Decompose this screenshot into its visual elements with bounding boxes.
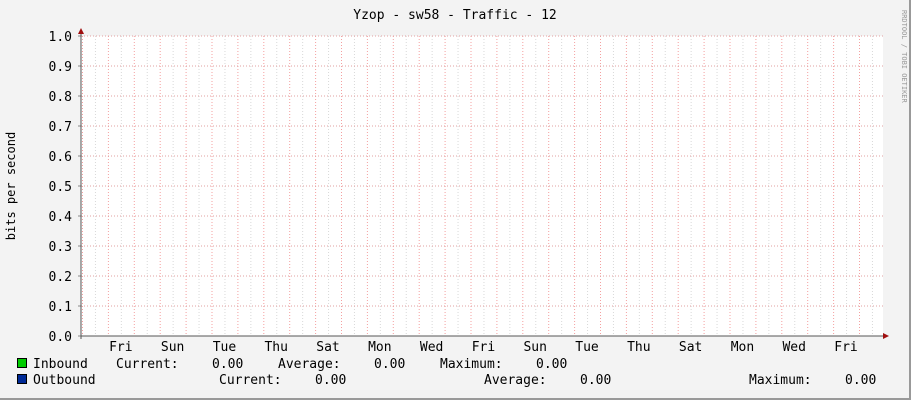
legend-swatch-outbound: [17, 374, 27, 384]
x-tick-label: Wed: [782, 340, 805, 355]
y-tick-label: 0.4: [49, 210, 73, 225]
x-tick-label: Mon: [731, 340, 754, 355]
y-tick-label: 0.1: [49, 300, 72, 315]
legend-maximum-value: 0.00: [536, 357, 567, 372]
x-tick-label: Tue: [575, 340, 599, 355]
legend-average-value: 0.00: [374, 357, 405, 372]
y-tick-label: 1.0: [49, 30, 72, 45]
legend-current-value: 0.00: [212, 357, 243, 372]
legend-current-label: Current:: [116, 357, 179, 372]
x-axis-arrow-icon: [883, 333, 889, 339]
y-tick-label: 0.7: [49, 120, 72, 135]
x-tick-label: Tue: [213, 340, 237, 355]
x-tick-label: Fri: [834, 340, 857, 355]
y-tick-label: 0.3: [49, 240, 72, 255]
legend-current-value: 0.00: [315, 373, 346, 388]
x-tick-label: Sat: [679, 340, 702, 355]
x-tick-label: Thu: [264, 340, 287, 355]
y-tick-label: 0.2: [49, 270, 72, 285]
x-tick-label: Sun: [161, 340, 184, 355]
legend-maximum-label: Maximum:: [749, 373, 812, 388]
y-tick-label: 0.8: [49, 90, 72, 105]
legend-maximum-value: 0.00: [845, 373, 876, 388]
y-tick-label: 0.0: [49, 330, 72, 345]
y-tick-label: 0.6: [49, 150, 72, 165]
y-axis-arrow-icon: [78, 28, 84, 34]
legend-series-name: Inbound: [33, 357, 88, 372]
legend-average-value: 0.00: [580, 373, 611, 388]
legend-swatch-inbound: [17, 358, 27, 368]
x-tick-label: Sun: [523, 340, 546, 355]
x-tick-label: Mon: [368, 340, 391, 355]
legend-current-label: Current:: [219, 373, 282, 388]
plot-area: [81, 36, 883, 336]
legend-series-name: Outbound: [33, 373, 96, 388]
y-tick-label: 0.5: [49, 180, 72, 195]
legend-average-label: Average:: [278, 357, 341, 372]
x-tick-label: Sat: [316, 340, 339, 355]
x-tick-label: Fri: [109, 340, 132, 355]
legend-maximum-label: Maximum:: [440, 357, 503, 372]
x-tick-label: Fri: [472, 340, 495, 355]
y-axis-label: bits per second: [4, 132, 18, 240]
legend-average-label: Average:: [484, 373, 547, 388]
x-tick-label: Thu: [627, 340, 650, 355]
x-tick-label: Wed: [420, 340, 443, 355]
watermark: RRDTOOL / TOBI OETIKER: [900, 10, 908, 104]
y-tick-label: 0.9: [49, 60, 72, 75]
chart-title: Yzop - sw58 - Traffic - 12: [353, 8, 557, 23]
